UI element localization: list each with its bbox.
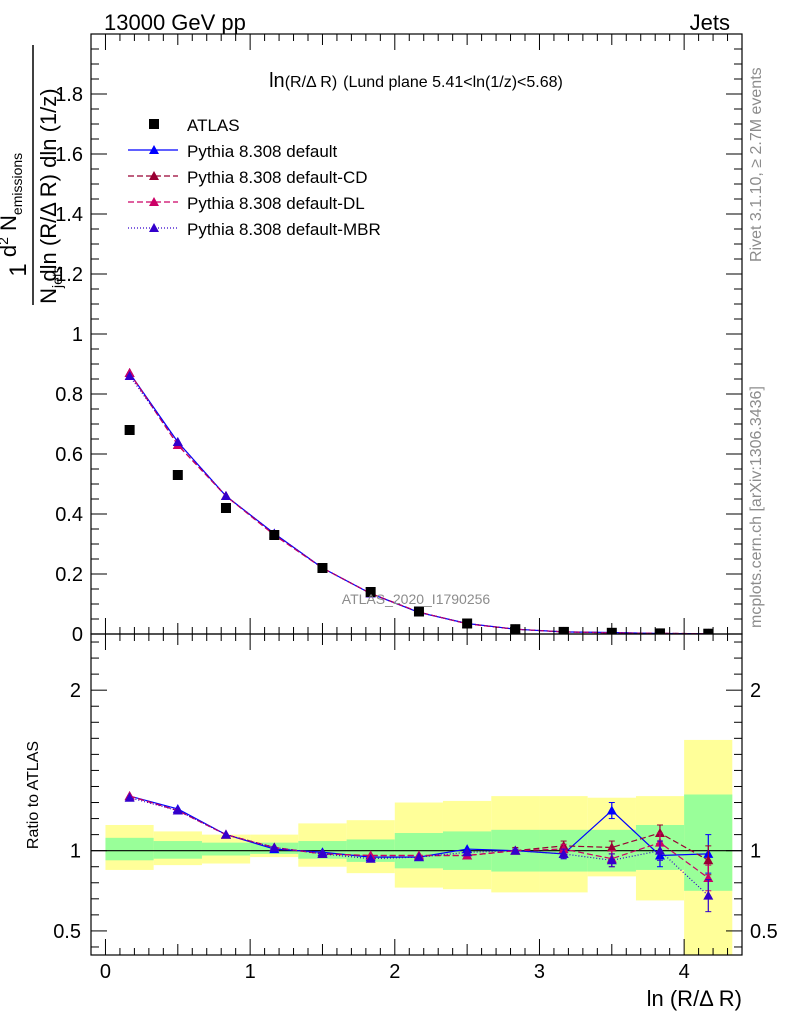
legend: ATLAS Pythia 8.308 default Pythia 8.308 de… — [128, 116, 381, 239]
rivet-version-label: Rivet 3.1.10, ≥ 2.7M events — [748, 67, 765, 262]
series-marker-main — [172, 437, 183, 446]
series-marker-ratio — [654, 845, 665, 855]
series-marker-main — [124, 371, 135, 380]
legend-label: Pythia 8.308 default-MBR — [187, 220, 381, 239]
ylabel-frac-num: 1 — [5, 263, 32, 276]
title-cut: (Lund plane 5.41<ln(1/z)<5.68) — [343, 74, 563, 91]
series-marker-ratio — [606, 855, 617, 865]
x-tick-label: 4 — [679, 961, 690, 983]
legend-label: Pythia 8.308 default-CD — [187, 168, 368, 187]
x-tick-label: 3 — [534, 961, 545, 983]
data-marker — [558, 626, 569, 634]
y-tick-label: 0 — [72, 624, 83, 646]
series-marker-ratio — [462, 847, 473, 857]
series-marker-ratio — [269, 842, 280, 852]
main-y-axis-label: 1 Njets d2 Nemissions dln (R/Δ R) dln (1… — [0, 45, 65, 305]
mcplots-label: mcplots.cern.ch [arXiv:1306.3436] — [748, 386, 765, 628]
y-tick-label: 0.2 — [55, 564, 83, 586]
main-x-ticks — [104, 34, 743, 634]
series-marker-ratio — [365, 853, 376, 863]
ylabel-denominator: dln (R/Δ R) dln (1/z) — [36, 88, 61, 281]
y-tick-label: 1 — [72, 324, 83, 346]
series-marker-ratio — [558, 848, 569, 858]
legend-marker — [149, 197, 159, 206]
ylabel-numerator: d2 Nemissions — [0, 153, 25, 257]
uncertainty-band-inner — [153, 841, 202, 859]
legend-label: Pythia 8.308 default — [187, 142, 338, 161]
legend-label-data: ATLAS — [187, 116, 240, 135]
title-var: (R/Δ R) — [285, 74, 337, 91]
ratio-y-axis-label: Ratio to ATLAS — [25, 741, 42, 849]
main-panel: 0 0.2 0.4 0.6 0.8 1 1.2 1.4 1.6 1.8 ln(R/Δ R) (Lun… — [0, 33, 743, 646]
data-marker — [124, 425, 135, 435]
series-marker-ratio — [606, 842, 617, 852]
x-axis-label: ln (R/Δ R) — [647, 986, 742, 1011]
legend-marker-data — [149, 119, 159, 129]
x-axis: 0 1 2 3 4 — [100, 634, 743, 983]
data-marker — [413, 606, 424, 617]
data-marker — [172, 470, 183, 480]
ratio-y-tick-label: 2 — [70, 680, 81, 702]
data-marker — [510, 624, 521, 634]
series-marker-ratio — [172, 805, 183, 815]
x-tick-label: 1 — [245, 961, 256, 983]
series-marker-ratio — [510, 845, 521, 855]
ratio-frame — [90, 633, 743, 956]
analysis-watermark: ATLAS_2020_I1790256 — [342, 591, 491, 607]
legend-label: Pythia 8.308 default-DL — [187, 194, 365, 213]
data-marker — [365, 587, 376, 597]
y-tick-label: 1.2 — [55, 264, 83, 286]
ylabel-frac-den: Njets — [36, 266, 65, 304]
ratio-y-tick-label-right: 0.5 — [750, 921, 778, 943]
y-tick-label: 0.6 — [55, 444, 83, 466]
y-tick-label: 1.4 — [55, 204, 83, 226]
x-tick-label: 2 — [389, 961, 400, 983]
process-label: Jets — [690, 10, 730, 35]
series-marker-ratio — [220, 829, 231, 839]
series-marker-ratio — [317, 848, 328, 858]
energy-label: 13000 GeV pp — [104, 10, 246, 35]
ratio-y-axis: 0.5 0.5 1 1 2 2 — [53, 641, 778, 948]
y-tick-label: 1.6 — [55, 144, 83, 166]
y-tick-label: 1.8 — [55, 84, 83, 106]
y-tick-label: 0.8 — [55, 384, 83, 406]
series-marker-ratio — [124, 792, 135, 802]
ratio-y-tick-label: 0.5 — [53, 921, 81, 943]
data-marker — [269, 530, 280, 540]
ratio-y-tick-label-right: 2 — [750, 680, 761, 702]
series-marker-main — [220, 491, 231, 500]
data-marker — [220, 503, 231, 513]
ratio-panel: 0.5 0.5 1 1 2 2 0 1 2 3 4 Ratio to ATLAS ln (R/Δ … — [25, 633, 778, 1011]
main-y-axis: 0 0.2 0.4 0.6 0.8 1 1.2 1.4 1.6 1.8 — [55, 33, 742, 646]
title-main: ln — [269, 70, 285, 92]
x-tick-label: 0 — [100, 961, 111, 983]
series-marker-ratio — [606, 805, 617, 815]
plot-title: ln(R/Δ R) (Lund plane 5.41<ln(1/z)<5.68) — [269, 70, 563, 92]
series-marker-ratio — [413, 852, 424, 862]
uncertainty-band-inner — [105, 837, 154, 861]
legend-marker — [149, 145, 159, 154]
data-marker — [317, 563, 328, 573]
legend-marker — [149, 171, 159, 180]
data-marker — [654, 628, 665, 634]
uncertainty-band-inner — [201, 842, 251, 856]
series-marker-ratio — [703, 855, 714, 865]
ratio-y-tick-label-right: 1 — [750, 841, 761, 863]
series-marker-ratio — [703, 890, 714, 900]
y-tick-label: 0.4 — [55, 504, 83, 526]
legend-marker — [149, 223, 159, 232]
ratio-y-tick-label: 1 — [70, 841, 81, 863]
data-marker — [703, 628, 714, 634]
ratio-plot-area — [91, 739, 742, 955]
